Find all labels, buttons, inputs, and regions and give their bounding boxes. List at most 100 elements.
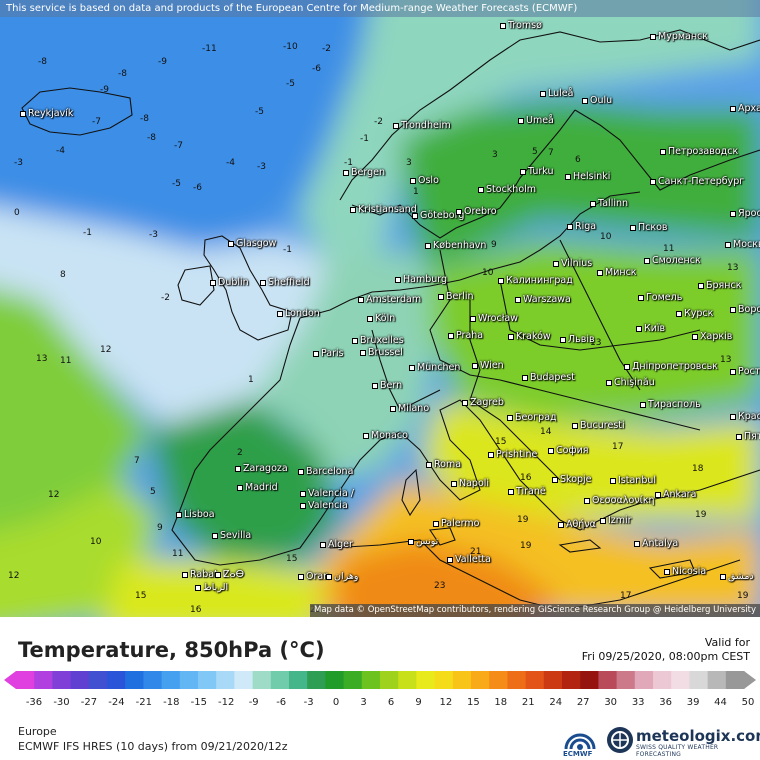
city-label[interactable]: Wien <box>472 360 504 371</box>
city-label[interactable]: Madrid <box>237 482 278 493</box>
city-label[interactable]: München <box>409 362 460 373</box>
city-label[interactable]: Rabat <box>182 569 218 580</box>
city-label[interactable]: Budapest <box>522 372 575 383</box>
city-label[interactable]: Praha <box>448 330 483 341</box>
city-label[interactable]: Glasgow <box>228 238 276 249</box>
city-label[interactable]: Brussel <box>360 347 403 358</box>
city-label[interactable]: Orebro <box>456 206 497 217</box>
city-label[interactable]: Istanbul <box>610 475 656 486</box>
city-label[interactable]: Oulu <box>582 95 612 106</box>
city-label[interactable]: Monaco <box>363 430 408 441</box>
city-label[interactable]: Sheffield <box>260 277 310 288</box>
city-label[interactable]: Ankara <box>655 489 696 500</box>
city-label[interactable]: Пятигорск <box>736 431 760 442</box>
city-label[interactable]: London <box>277 308 320 319</box>
city-label[interactable]: Milano <box>390 403 429 414</box>
city-label[interactable]: دمشق <box>720 571 754 582</box>
city-label[interactable]: Брянск <box>698 280 741 291</box>
city-label[interactable]: Kraków <box>508 331 551 342</box>
city-label[interactable]: Москва <box>725 239 760 250</box>
map-attribution[interactable]: Map data © OpenStreetMap contributors, r… <box>310 604 760 617</box>
city-label[interactable]: Riga <box>567 221 596 232</box>
city-label[interactable]: Alger <box>320 539 353 550</box>
city-label[interactable]: Trondheim <box>393 120 451 131</box>
city-label[interactable]: Гомель <box>638 292 682 303</box>
city-label[interactable]: Калининград <box>498 275 573 286</box>
city-label[interactable]: Antalya <box>634 538 678 549</box>
city-label[interactable]: Valencia / <box>300 488 354 499</box>
city-label[interactable]: Kristiansand <box>350 204 417 215</box>
city-label[interactable]: Мурманск <box>650 31 708 42</box>
city-label[interactable]: تونس <box>408 536 438 547</box>
city-label[interactable]: Valencia <box>300 500 348 511</box>
city-label[interactable]: Tiranë <box>508 486 546 497</box>
city-label[interactable]: Chişinău <box>606 377 655 388</box>
city-label[interactable]: Zagreb <box>462 397 504 408</box>
city-label[interactable]: Oran <box>298 571 329 582</box>
city-label[interactable]: Palermo <box>433 518 479 529</box>
city-label[interactable]: Lisboa <box>176 509 215 520</box>
city-label[interactable]: Тирасполь <box>640 399 701 410</box>
city-label[interactable]: Amsterdam <box>358 294 421 305</box>
city-label[interactable]: Bergen <box>343 167 385 178</box>
city-label[interactable]: Helsinki <box>565 171 610 182</box>
city-label[interactable]: Zaragoza <box>235 463 288 474</box>
city-label[interactable]: Воронеж <box>730 304 760 315</box>
city-label[interactable]: وهران <box>326 571 358 582</box>
city-label[interactable]: Warszawa <box>515 294 571 305</box>
city-label[interactable]: ⵇⴰⴱ <box>215 569 244 580</box>
city-label[interactable]: Краснодар <box>730 411 760 422</box>
city-label[interactable]: Stockholm <box>478 184 536 195</box>
city-label[interactable]: Vilnius <box>553 258 592 269</box>
city-label[interactable]: Дніпропетровськ <box>624 361 718 372</box>
city-label[interactable]: Львів <box>560 334 595 345</box>
city-label[interactable]: Псков <box>630 222 668 233</box>
city-label[interactable]: Курск <box>676 308 713 319</box>
brand-name[interactable]: meteologix.com <box>636 727 760 745</box>
city-label[interactable]: Napoli <box>451 478 489 489</box>
city-label[interactable]: Санкт-Петербург <box>650 176 744 187</box>
city-label[interactable]: Köln <box>367 313 395 324</box>
city-label[interactable]: Петрозаводск <box>660 146 738 157</box>
city-label[interactable]: Bruxelles <box>352 335 404 346</box>
city-label[interactable]: København <box>425 240 486 251</box>
city-label[interactable]: Valletta <box>447 554 491 565</box>
city-name: София <box>556 445 589 456</box>
city-label[interactable]: Roma <box>426 459 461 470</box>
city-label[interactable]: Αθήνα <box>558 519 596 530</box>
weather-map[interactable]: This service is based on data and produc… <box>0 0 760 617</box>
city-label[interactable]: Izmir <box>600 515 632 526</box>
city-label[interactable]: Prishtine <box>488 449 537 460</box>
city-label[interactable]: Dublin <box>210 277 249 288</box>
city-label[interactable]: Skopje <box>552 474 592 485</box>
city-label[interactable]: Oslo <box>410 175 439 186</box>
city-label[interactable]: София <box>548 445 588 456</box>
city-label[interactable]: Göteborg <box>412 210 464 221</box>
city-label[interactable]: Reykjavík <box>20 108 73 119</box>
city-label[interactable]: Berlin <box>438 291 474 302</box>
city-label[interactable]: Tallinn <box>590 198 628 209</box>
city-label[interactable]: الرباط <box>195 582 228 593</box>
city-label[interactable]: Минск <box>597 267 637 278</box>
city-label[interactable]: Смоленск <box>644 255 701 266</box>
city-label[interactable]: Luleå <box>540 88 573 99</box>
city-label[interactable]: Turku <box>520 166 554 177</box>
city-label[interactable]: Архангельск <box>730 103 760 114</box>
city-label[interactable]: Київ <box>636 323 665 334</box>
city-label[interactable]: Tromsø <box>500 20 542 31</box>
city-label[interactable]: Wrocław <box>470 313 518 324</box>
city-label[interactable]: Hamburg <box>395 274 447 285</box>
city-label[interactable]: Београд <box>507 412 557 423</box>
city-label[interactable]: Nicosia <box>664 566 706 577</box>
city-label[interactable]: Sevilla <box>212 530 251 541</box>
city-label[interactable]: Bucuresti <box>572 420 625 431</box>
meteologix-logo-icon[interactable] <box>605 725 635 755</box>
city-label[interactable]: Харків <box>692 331 732 342</box>
city-label[interactable]: Θεσσαλονίκη <box>584 495 655 506</box>
city-label[interactable]: Bern <box>372 380 402 391</box>
city-label[interactable]: Ростов <box>730 366 760 377</box>
city-label[interactable]: Ярославль <box>730 208 760 219</box>
city-label[interactable]: Umeå <box>518 115 554 126</box>
city-label[interactable]: Paris <box>313 348 344 359</box>
city-label[interactable]: Barcelona <box>298 466 353 477</box>
